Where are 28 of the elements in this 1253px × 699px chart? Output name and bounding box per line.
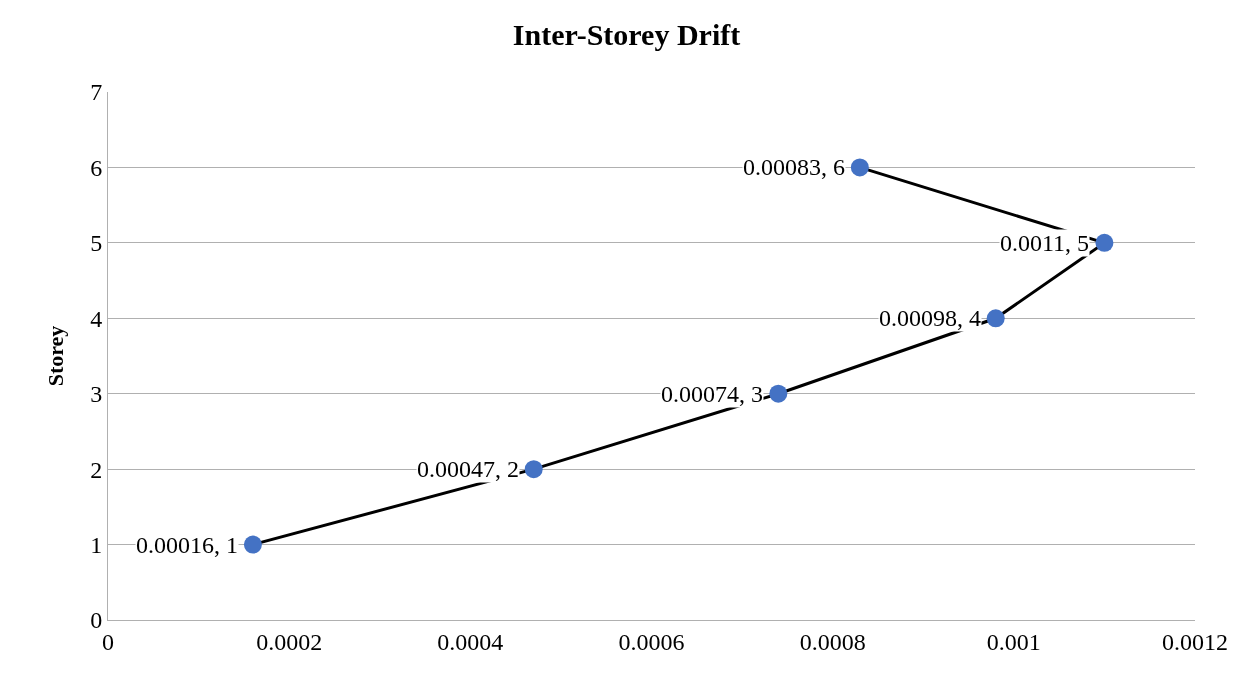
y-tick-label: 0 xyxy=(90,607,103,634)
x-tick-label: 0.0012 xyxy=(1162,628,1228,655)
data-label: 0.0011, 5 xyxy=(1000,230,1090,256)
data-label: 0.00016, 1 xyxy=(136,532,238,558)
x-tick-label: 0.0008 xyxy=(799,628,866,655)
data-label: 0.00098, 4 xyxy=(879,305,981,331)
point xyxy=(524,460,543,479)
y-tick-label: 3 xyxy=(90,381,103,408)
data-label: 0.00074, 3 xyxy=(661,381,763,407)
x-tick-label: 0.0002 xyxy=(256,628,323,655)
point xyxy=(769,384,788,403)
x-tick-label: 0.0004 xyxy=(437,628,504,655)
y-tick-label: 5 xyxy=(90,230,103,257)
chart-title: Inter-Storey Drift xyxy=(512,18,741,52)
y-tick-label: 4 xyxy=(90,305,103,332)
y-tick-label: 1 xyxy=(90,531,103,558)
x-tick-label: 0.0006 xyxy=(618,628,685,655)
y-tick-label: 7 xyxy=(90,79,103,106)
data-label: 0.00047, 2 xyxy=(417,456,519,482)
point xyxy=(1095,233,1114,252)
point xyxy=(243,535,262,554)
x-tick-label: 0.001 xyxy=(986,628,1041,655)
y-axis-title: Storey xyxy=(43,325,68,387)
y-tick-label: 2 xyxy=(90,456,103,483)
data-label: 0.00083, 6 xyxy=(743,154,845,180)
point xyxy=(850,158,869,177)
y-tick-label: 6 xyxy=(90,154,103,181)
point xyxy=(986,309,1005,328)
